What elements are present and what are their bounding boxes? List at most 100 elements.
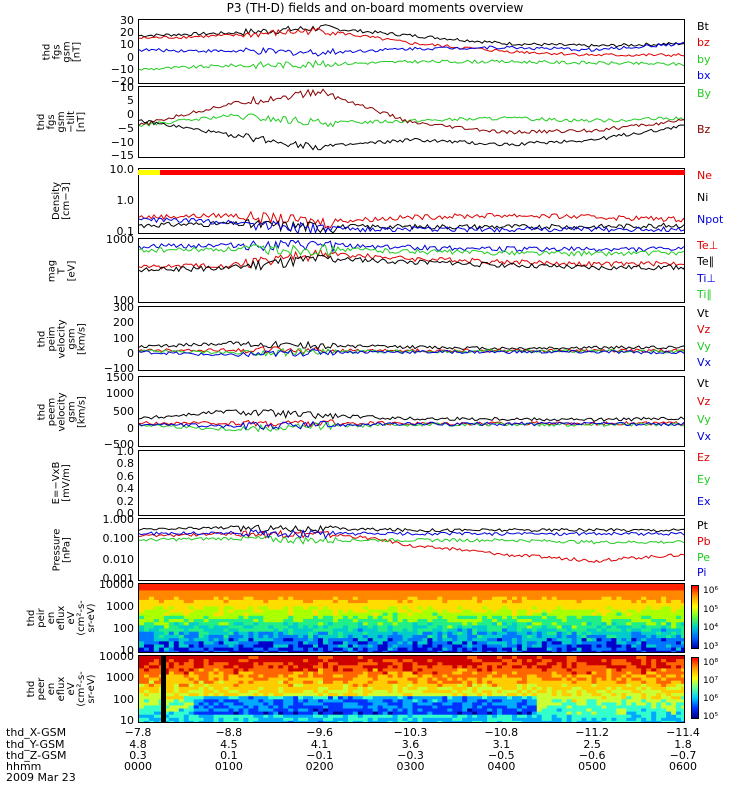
- heatmap-cell: [606, 609, 612, 614]
- heatmap-cell: [387, 705, 394, 710]
- heatmap-cell: [153, 606, 160, 611]
- heatmap-cell: [387, 628, 394, 633]
- heatmap-cell: [323, 612, 329, 617]
- heatmap-cell: [183, 599, 190, 604]
- heatmap-cell: [263, 631, 269, 636]
- heatmap-cell: [318, 662, 324, 666]
- heatmap-cell: [208, 609, 215, 614]
- heatmap-cell: [288, 686, 294, 691]
- heatmap-cell: [223, 593, 230, 598]
- heatmap-cell: [516, 683, 523, 688]
- heatmap-cell: [168, 665, 175, 669]
- heatmap-cell: [178, 619, 185, 623]
- heatmap-cell: [283, 693, 289, 697]
- heatmap-cell: [288, 599, 294, 604]
- heatmap-cell: [452, 593, 458, 598]
- heatmap-cell: [521, 650, 528, 652]
- heatmap-cell: [362, 590, 369, 595]
- heatmap-cell: [507, 599, 513, 604]
- heatmap-cell: [248, 599, 254, 604]
- heatmap-cell: [676, 680, 682, 685]
- heatmap-cell: [203, 693, 210, 697]
- heatmap-cell: [507, 603, 513, 607]
- heatmap-cell: [173, 593, 180, 598]
- heatmap-cell: [397, 677, 404, 682]
- panel-peim-velocity-tick: 100: [113, 331, 134, 345]
- heatmap-cell: [616, 619, 622, 623]
- heatmap-cell: [183, 596, 190, 601]
- heatmap-cell: [477, 612, 483, 617]
- heatmap-cell: [188, 702, 195, 707]
- heatmap-cell: [288, 615, 294, 620]
- heatmap-cell: [526, 606, 533, 611]
- heatmap-cell: [457, 593, 463, 598]
- heatmap-cell: [666, 711, 672, 716]
- heatmap-cell: [273, 638, 279, 642]
- heatmap-cell: [213, 628, 220, 633]
- heatmap-cell: [203, 596, 210, 601]
- heatmap-cell: [213, 650, 220, 652]
- heatmap-cell: [521, 631, 528, 636]
- heatmap-cell: [193, 606, 200, 611]
- heatmap-cell: [472, 702, 478, 707]
- heatmap-cell: [492, 619, 498, 623]
- heatmap-cell: [218, 708, 225, 713]
- panel-pressure-tick: 1.000: [102, 513, 135, 526]
- heatmap-cell: [278, 609, 284, 614]
- heatmap-cell: [283, 656, 289, 660]
- heatmap-cell: [347, 674, 354, 679]
- heatmap-cell: [512, 650, 518, 652]
- heatmap-cell: [541, 696, 548, 700]
- heatmap-cell: [571, 584, 578, 588]
- heatmap-cell: [606, 584, 612, 588]
- heatmap-cell: [487, 683, 493, 688]
- heatmap-cell: [238, 671, 245, 676]
- heatmap-cell: [616, 708, 622, 713]
- heatmap-cell: [148, 720, 155, 722]
- heatmap-cell: [382, 593, 389, 598]
- heatmap-cell: [681, 699, 684, 703]
- heatmap-cell: [218, 662, 225, 666]
- heatmap-cell: [188, 696, 195, 700]
- heatmap-cell: [676, 596, 682, 601]
- heatmap-cell: [631, 686, 637, 691]
- heatmap-cell: [427, 662, 433, 666]
- heatmap-cell: [144, 659, 150, 663]
- heatmap-cell: [163, 677, 170, 682]
- heatmap-cell: [671, 612, 677, 617]
- heatmap-cell: [492, 662, 498, 666]
- heatmap-cell: [651, 587, 657, 591]
- heatmap-cell: [362, 702, 369, 707]
- heatmap-cell: [173, 659, 180, 663]
- heatmap-cell: [591, 619, 598, 623]
- heatmap-cell: [342, 680, 349, 685]
- heatmap-cell: [273, 625, 279, 630]
- heatmap-cell: [273, 699, 279, 703]
- heatmap-cell: [347, 606, 354, 611]
- heatmap-cell: [163, 699, 170, 703]
- heatmap-cell: [626, 705, 632, 710]
- heatmap-cell: [641, 650, 647, 652]
- series-bz: [139, 27, 684, 58]
- heatmap-cell: [139, 596, 145, 601]
- heatmap-cell: [218, 619, 225, 623]
- heatmap-cell: [158, 641, 165, 646]
- heatmap-cell: [288, 625, 294, 630]
- heatmap-cell: [402, 615, 409, 620]
- heatmap-cell: [631, 656, 637, 660]
- heatmap-cell: [278, 668, 284, 673]
- heatmap-cell: [432, 647, 438, 652]
- heatmap-cell: [541, 619, 548, 623]
- heatmap-cell: [372, 711, 379, 716]
- heatmap-cell: [298, 690, 304, 694]
- heatmap-cell: [626, 662, 632, 666]
- heatmap-cell: [636, 702, 642, 707]
- heatmap-cell: [566, 647, 573, 652]
- heatmap-cell: [208, 686, 215, 691]
- heatmap-cell: [253, 622, 259, 626]
- panel-fgs-gsm-tick: 30: [120, 14, 134, 27]
- heatmap-cell: [516, 659, 523, 663]
- heatmap-cell: [223, 683, 230, 688]
- heatmap-cell: [656, 659, 662, 663]
- heatmap-cell: [323, 662, 329, 666]
